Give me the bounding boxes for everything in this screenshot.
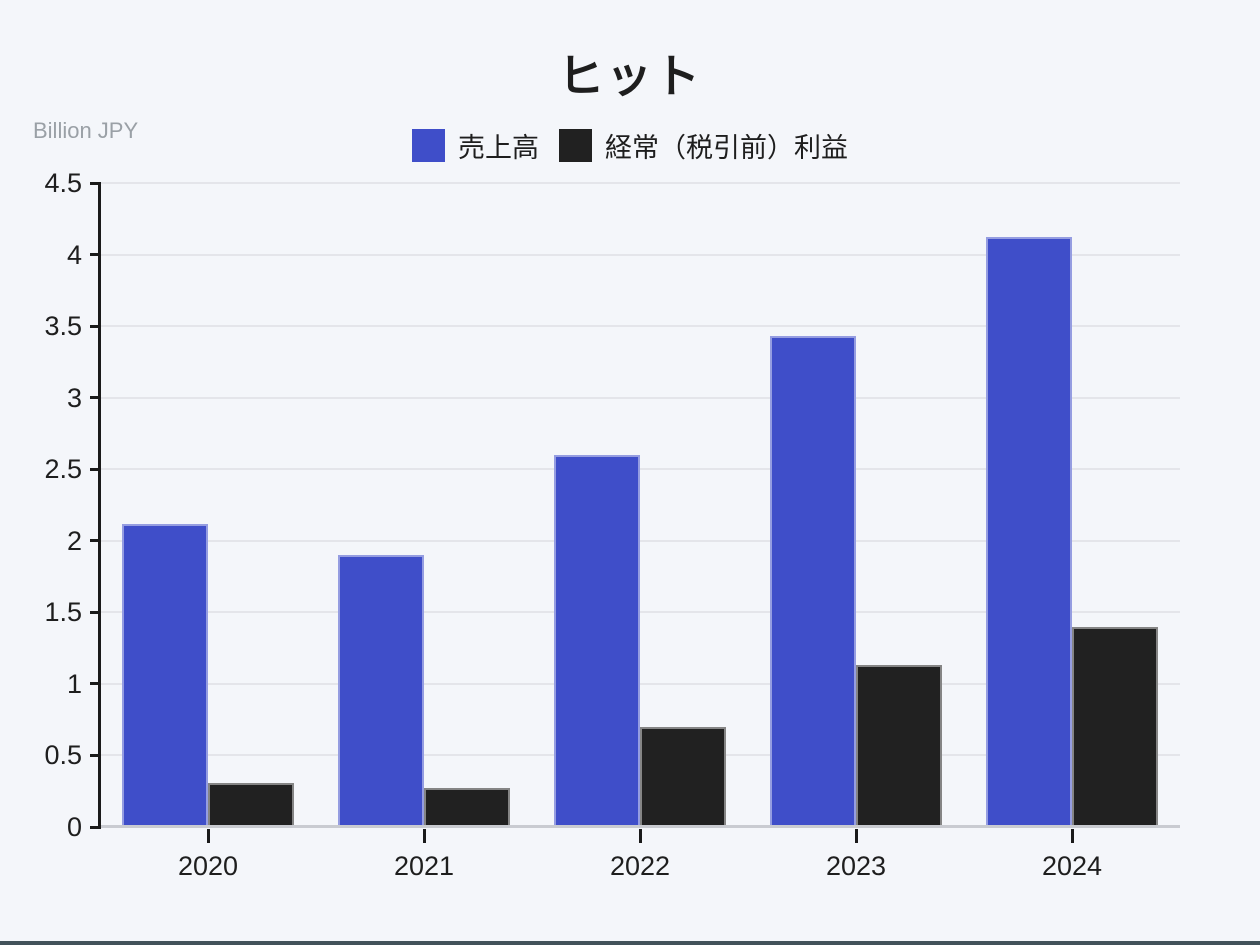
chart-title: ヒット xyxy=(558,50,702,102)
legend-item-series0[interactable]: 売上高 xyxy=(412,126,539,165)
legend: 売上高 経常（税引前）利益 xyxy=(0,126,1260,165)
legend-label: 売上高 xyxy=(458,133,539,163)
bar-series0-2022[interactable] xyxy=(554,454,640,827)
y-axis-unit-label: Billion JPY xyxy=(33,118,139,143)
x-axis-tick-2023 xyxy=(854,829,858,843)
y-axis-label-4: 4 xyxy=(66,239,82,270)
x-axis-tick-2020 xyxy=(206,829,210,843)
y-axis-tick-4 xyxy=(90,253,99,257)
x-axis-label-2024: 2024 xyxy=(1041,851,1103,881)
bar-series0-2021[interactable] xyxy=(338,555,424,827)
x-axis-label-2023: 2023 xyxy=(825,851,887,881)
gridline-4 xyxy=(100,253,1180,256)
y-axis-label-1.5: 1.5 xyxy=(44,597,82,628)
y-axis-tick-2.5 xyxy=(90,467,99,471)
bar-series1-2021[interactable] xyxy=(424,788,510,827)
y-axis-label-0.5: 0.5 xyxy=(44,740,82,771)
gridline-3.5 xyxy=(100,325,1180,328)
y-axis-tick-1 xyxy=(90,682,99,686)
bar-series1-2022[interactable] xyxy=(640,726,726,827)
gridline-2.5 xyxy=(100,468,1180,471)
legend-label: 経常（税引前）利益 xyxy=(605,133,848,163)
bar-series1-2023[interactable] xyxy=(856,665,942,827)
x-axis-tick-2022 xyxy=(638,829,642,843)
y-axis-label-3.5: 3.5 xyxy=(44,311,82,342)
gridline-1 xyxy=(100,682,1180,685)
bar-series1-2024[interactable] xyxy=(1072,626,1158,827)
x-axis-tick-2024 xyxy=(1070,829,1074,843)
x-axis-label-2022: 2022 xyxy=(609,851,671,881)
x-axis-line xyxy=(100,825,1180,828)
x-axis-label-2020: 2020 xyxy=(177,851,239,881)
bar-series0-2020[interactable] xyxy=(122,523,208,827)
gridline-4.5 xyxy=(100,182,1180,184)
y-axis-label-0: 0 xyxy=(66,812,82,842)
x-axis-tick-2021 xyxy=(422,829,426,843)
y-axis-tick-0.5 xyxy=(90,753,99,757)
y-axis-label-3: 3 xyxy=(66,382,82,413)
bottom-edge-bar xyxy=(0,941,1260,945)
y-axis-label-2: 2 xyxy=(66,525,82,556)
gridline-3 xyxy=(100,396,1180,399)
legend-swatch-icon xyxy=(412,129,445,162)
legend-swatch-icon xyxy=(559,129,592,162)
y-axis-label-2.5: 2.5 xyxy=(44,454,82,485)
y-axis-tick-3.5 xyxy=(90,324,99,328)
gridline-2 xyxy=(100,539,1180,542)
y-axis-tick-0 xyxy=(90,825,99,829)
legend-item-series1[interactable]: 経常（税引前）利益 xyxy=(559,126,848,165)
y-axis-line xyxy=(98,182,101,829)
plot-area: 0 0.5 1 1.5 2 2.5 3 3.5 4 4.5 2020 2021 2022 2023 2024 xyxy=(44,168,1180,881)
bar-series1-2020[interactable] xyxy=(208,782,294,827)
bar-series0-2023[interactable] xyxy=(770,336,856,827)
y-axis-label-1: 1 xyxy=(66,668,82,699)
x-axis-label-2021: 2021 xyxy=(393,851,455,881)
y-axis-label-4.5: 4.5 xyxy=(44,168,82,198)
y-axis-tick-4.5 xyxy=(90,181,99,185)
bar-series0-2024[interactable] xyxy=(986,237,1072,827)
y-axis-tick-3 xyxy=(90,396,99,400)
y-axis-tick-1.5 xyxy=(90,610,99,614)
gridline-1.5 xyxy=(100,611,1180,614)
y-axis-tick-2 xyxy=(90,539,99,543)
